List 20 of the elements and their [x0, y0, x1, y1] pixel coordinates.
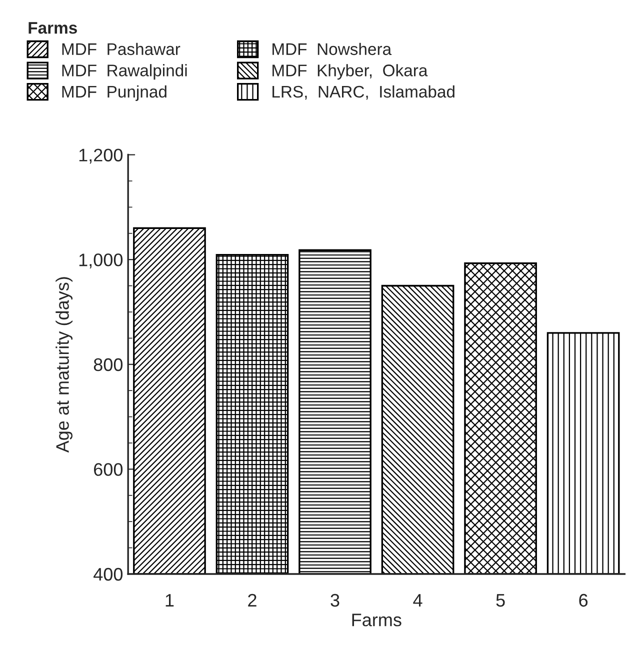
- x-tick-label: 3: [330, 594, 340, 607]
- x-tick-label: 4: [413, 594, 422, 607]
- x-axis-title: Farms: [352, 614, 402, 626]
- legend-label: MDF Nowshera: [272, 42, 392, 56]
- y-axis-title: Age at maturity (days): [56, 277, 72, 453]
- legend-title: Farms: [28, 22, 77, 34]
- y-tick-label: 1,000: [79, 254, 123, 268]
- legend-label: MDF Rawalpindi: [62, 64, 187, 80]
- x-tick-label: 5: [496, 594, 505, 607]
- legend-label: MDF Punjnad: [62, 85, 166, 101]
- y-tick-label: 1,200: [79, 148, 123, 164]
- x-tick-label: 6: [579, 594, 588, 607]
- y-tick-label: 600: [94, 463, 123, 476]
- legend-label: MDF Pashawar: [62, 42, 180, 56]
- x-tick-label: 1: [166, 594, 174, 607]
- y-tick-label: 800: [94, 358, 123, 372]
- legend-label: MDF Khyber, Okara: [272, 64, 428, 80]
- x-tick-label: 2: [248, 594, 256, 607]
- legend-label: LRS, NARC, Islamabad: [272, 85, 454, 100]
- y-tick-label: 400: [94, 568, 123, 581]
